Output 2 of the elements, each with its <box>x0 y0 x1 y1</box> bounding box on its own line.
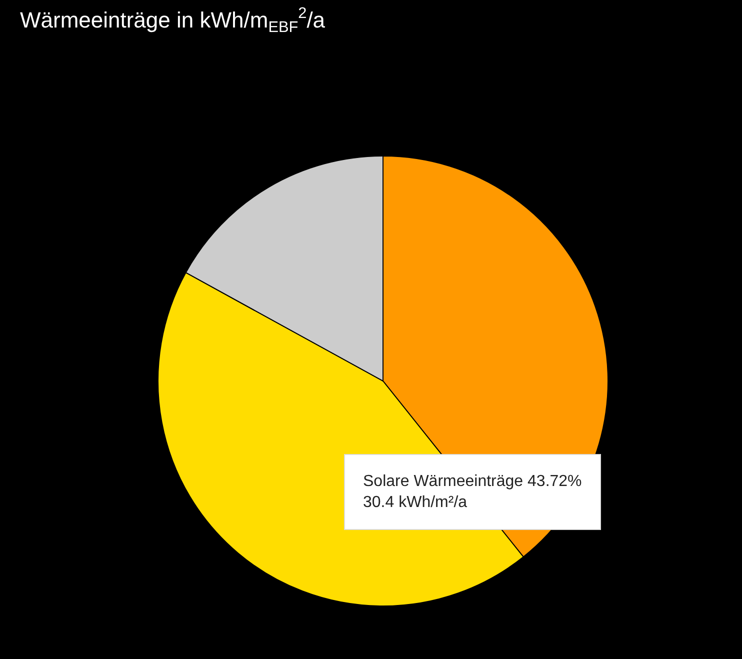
text: Solare Wärmeeinträge 43.72% 30.4 kWh/m²/a <box>363 473 582 511</box>
chart-title: Wärmeeinträge in kWh/m$_{EBF}$$^{2}$/a <box>20 5 326 36</box>
